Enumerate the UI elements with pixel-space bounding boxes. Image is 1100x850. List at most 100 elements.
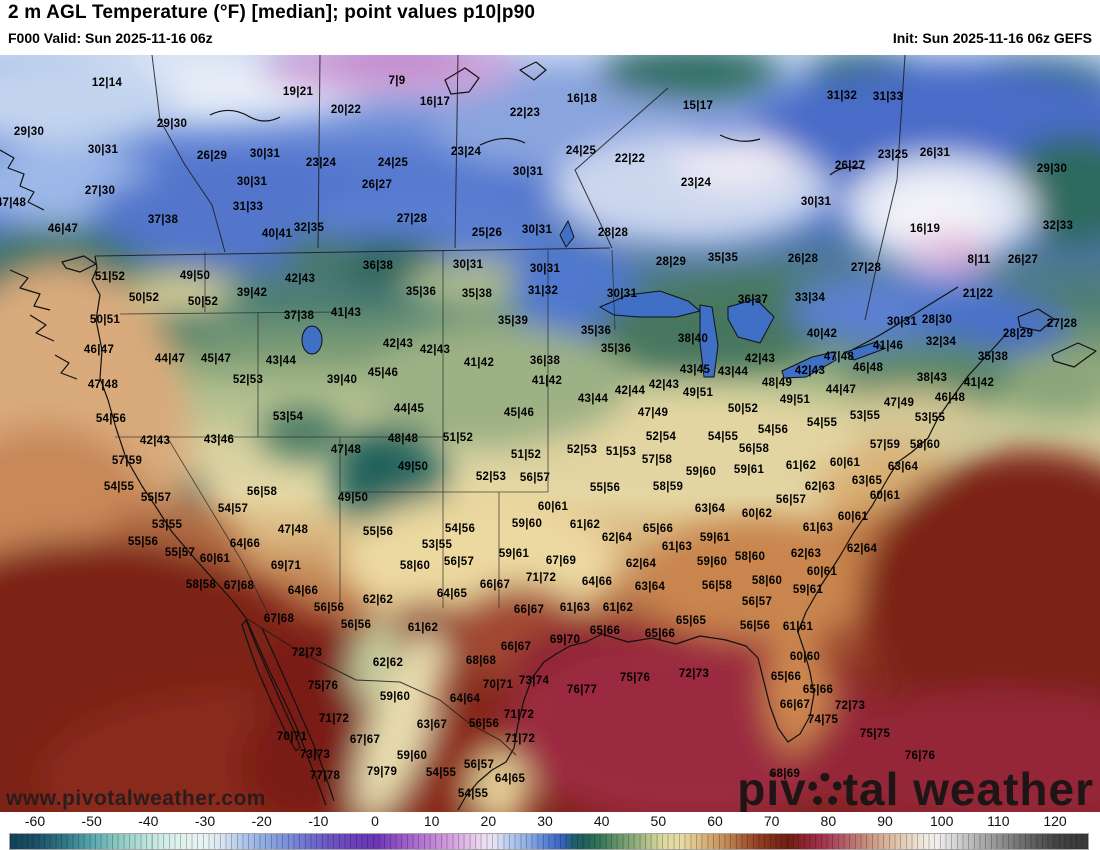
point-value: 30|31 bbox=[521, 224, 553, 236]
point-value: 63|67 bbox=[416, 719, 448, 731]
point-value: 56|56 bbox=[468, 718, 500, 730]
point-value: 62|64 bbox=[625, 558, 657, 570]
point-value: 27|28 bbox=[850, 262, 882, 274]
point-value: 46|48 bbox=[934, 392, 966, 404]
point-value: 30|31 bbox=[249, 148, 281, 160]
point-value: 44|45 bbox=[393, 403, 425, 415]
point-value: 42|43 bbox=[139, 435, 171, 447]
point-value: 35|36 bbox=[600, 343, 632, 355]
colorbar-tick-label: -60 bbox=[24, 813, 46, 829]
point-value: 25|26 bbox=[471, 227, 503, 239]
point-value: 70|71 bbox=[482, 679, 514, 691]
pivotalweather-logo: piv tal weather bbox=[737, 762, 1094, 812]
point-value: 60|61 bbox=[829, 457, 861, 469]
colorbar-gradient bbox=[9, 833, 1089, 850]
colorbar-tick-label: 110 bbox=[987, 813, 1010, 829]
point-value: 44|47 bbox=[825, 384, 857, 396]
point-value: 26|27 bbox=[1007, 254, 1039, 266]
point-value: 22|23 bbox=[509, 107, 541, 119]
point-value: 35|38 bbox=[461, 288, 493, 300]
temperature-field bbox=[0, 55, 1100, 812]
point-value: 71|72 bbox=[503, 709, 535, 721]
point-value: 41|42 bbox=[963, 377, 995, 389]
point-value: 47|48 bbox=[330, 444, 362, 456]
logo-text-left: piv bbox=[737, 763, 807, 812]
colorbar-segments bbox=[10, 834, 1088, 849]
point-value: 52|54 bbox=[645, 431, 677, 443]
colorbar-tick-label: -20 bbox=[251, 813, 272, 829]
point-value: 40|41 bbox=[261, 228, 293, 240]
point-value: 45|46 bbox=[367, 367, 399, 379]
colorbar: -60 -50 -40 -30 -20 -10 0 10 20 30 40 50 60 70 80 90 100… bbox=[0, 812, 1100, 850]
point-value: 59|61 bbox=[699, 532, 731, 544]
point-value: 26|31 bbox=[919, 147, 951, 159]
point-value: 19|21 bbox=[282, 86, 314, 98]
point-value: 42|43 bbox=[794, 365, 826, 377]
point-value: 60|61 bbox=[199, 553, 231, 565]
point-value: 47|48 bbox=[87, 379, 119, 391]
point-value: 61|63 bbox=[802, 522, 834, 534]
point-value: 54|56 bbox=[444, 523, 476, 535]
point-value: 76|77 bbox=[566, 684, 598, 696]
point-value: 63|64 bbox=[634, 581, 666, 593]
point-value: 59|60 bbox=[511, 518, 543, 530]
point-value: 79|79 bbox=[366, 766, 398, 778]
point-value: 12|14 bbox=[91, 77, 123, 89]
point-value: 62|62 bbox=[372, 657, 404, 669]
colorbar-tick-label: 120 bbox=[1043, 813, 1067, 829]
point-value: 52|53 bbox=[475, 471, 507, 483]
point-value: 56|56 bbox=[340, 619, 372, 631]
point-value: 35|38 bbox=[977, 351, 1009, 363]
point-value: 47|48 bbox=[823, 351, 855, 363]
point-value: 55|57 bbox=[164, 547, 196, 559]
point-value: 60|60 bbox=[789, 651, 821, 663]
point-value: 27|28 bbox=[396, 213, 428, 225]
point-value: 75|75 bbox=[859, 728, 891, 740]
point-value: 43|44 bbox=[717, 366, 749, 378]
point-value: 28|30 bbox=[921, 314, 953, 326]
point-value: 53|54 bbox=[272, 411, 304, 423]
point-value: 45|47 bbox=[200, 353, 232, 365]
point-value: 51|52 bbox=[442, 432, 474, 444]
point-value: 23|24 bbox=[305, 157, 337, 169]
point-value: 49|50 bbox=[397, 461, 429, 473]
point-value: 61|62 bbox=[407, 622, 439, 634]
point-value: 36|38 bbox=[362, 260, 394, 272]
point-value: 56|56 bbox=[739, 620, 771, 632]
point-value: 53|55 bbox=[849, 410, 881, 422]
point-value: 65|66 bbox=[770, 671, 802, 683]
point-value: 21|22 bbox=[962, 288, 994, 300]
colorbar-ticks: -60 -50 -40 -30 -20 -10 0 10 20 30 40 50 60 70 80 90 100… bbox=[0, 813, 1100, 831]
point-value: 58|60 bbox=[399, 560, 431, 572]
point-value: 44|47 bbox=[154, 353, 186, 365]
point-value: 62|64 bbox=[846, 543, 878, 555]
point-value: 38|43 bbox=[916, 372, 948, 384]
point-value: 63|64 bbox=[694, 503, 726, 515]
point-value: 7|9 bbox=[388, 75, 406, 87]
watermark: www.pivotalweather.com bbox=[6, 787, 266, 810]
point-value: 49|51 bbox=[682, 387, 714, 399]
point-value: 61|61 bbox=[782, 621, 814, 633]
point-value: 56|57 bbox=[741, 596, 773, 608]
point-value: 41|46 bbox=[872, 340, 904, 352]
point-value: 41|42 bbox=[463, 357, 495, 369]
point-value: 48|48 bbox=[387, 433, 419, 445]
point-value: 49|51 bbox=[779, 394, 811, 406]
point-value: 38|40 bbox=[677, 333, 709, 345]
colorbar-tick-label: 100 bbox=[929, 813, 954, 829]
point-value: 59|60 bbox=[685, 466, 717, 478]
weather-map[interactable]: 12|14 7|9 19|21 16|17 20|22 22|23 16|18 15|17 31… bbox=[0, 55, 1100, 812]
point-value: 67|69 bbox=[545, 555, 577, 567]
point-value: 46|47 bbox=[47, 223, 79, 235]
point-value: 29|30 bbox=[1036, 163, 1068, 175]
point-value: 56|58 bbox=[701, 580, 733, 592]
point-value: 32|35 bbox=[293, 222, 325, 234]
point-value: 39|42 bbox=[236, 287, 268, 299]
point-value: 30|31 bbox=[529, 263, 561, 275]
point-value: 50|52 bbox=[727, 403, 759, 415]
point-value: 54|55 bbox=[103, 481, 135, 493]
point-value: 32|33 bbox=[1042, 220, 1074, 232]
point-value: 56|57 bbox=[463, 759, 495, 771]
point-value: 35|35 bbox=[707, 252, 739, 264]
point-value: 54|56 bbox=[95, 413, 127, 425]
